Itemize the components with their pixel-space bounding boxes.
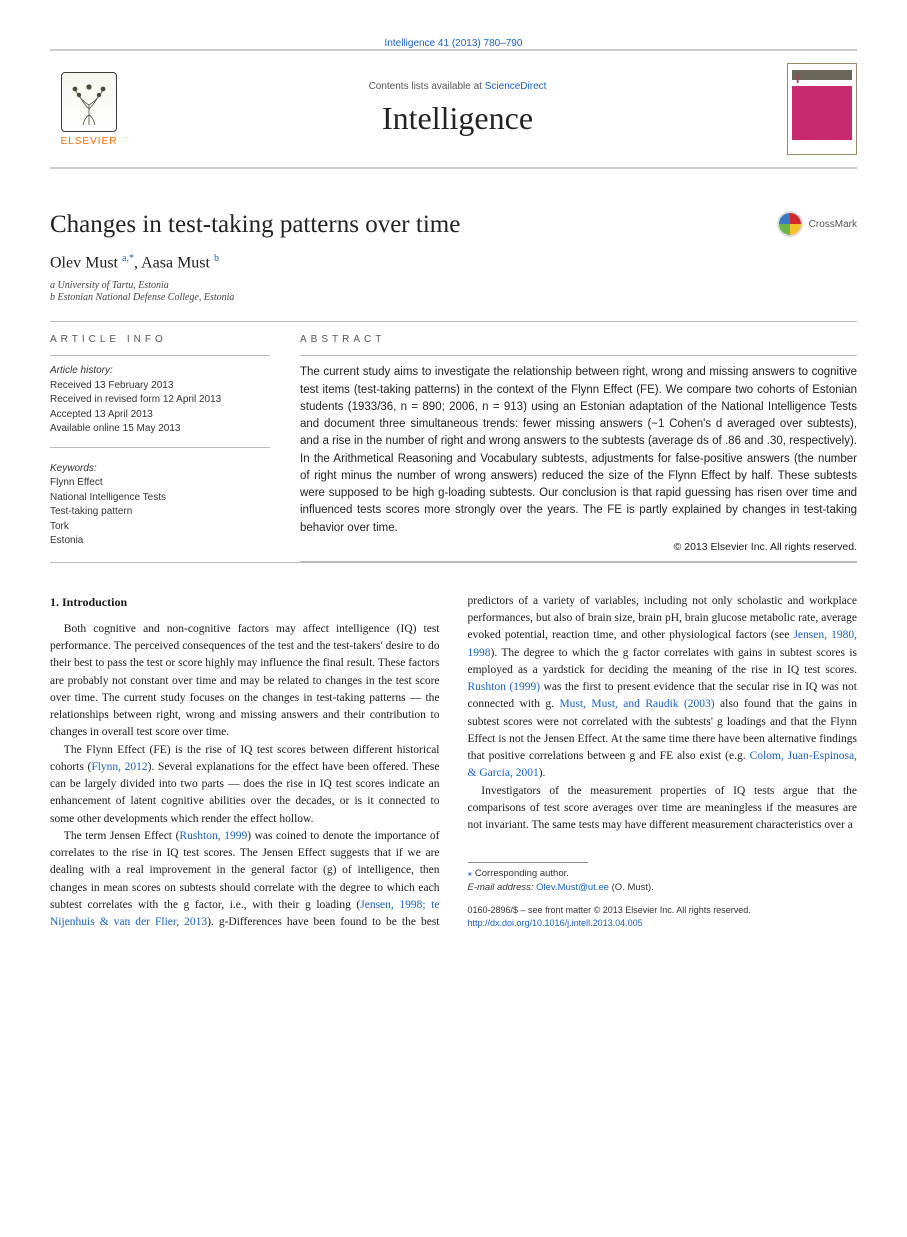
email-label: E-mail address: — [468, 882, 537, 893]
paragraph-5: Investigators of the measurement propert… — [468, 783, 858, 835]
journal-header: ELSEVIER Contents lists available at Sci… — [50, 49, 857, 169]
bottom-meta: 0160-2896/$ – see front matter © 2013 El… — [468, 904, 858, 931]
keywords-rule — [50, 447, 270, 448]
history-revised: Received in revised form 12 April 2013 — [50, 394, 221, 405]
section-1-heading: 1. Introduction — [50, 593, 440, 611]
journal-citation: Intelligence 41 (2013) 780–790 — [50, 38, 857, 49]
doi-link[interactable]: http://dx.doi.org/10.1016/j.intell.2013.… — [468, 918, 643, 928]
keywords-label: Keywords: — [50, 462, 270, 477]
p3-text-a: The term Jensen Effect ( — [64, 830, 180, 842]
p4-text-c: ). The degree to which the g factor corr… — [468, 647, 858, 676]
affiliations: a University of Tartu, Estonia b Estonia… — [50, 280, 857, 303]
footnote-rule — [468, 862, 588, 863]
crossmark-badge[interactable]: CrossMark — [777, 211, 857, 237]
abstract-bottom-rule — [300, 561, 857, 562]
keyword-1: Flynn Effect — [50, 476, 270, 491]
crossmark-label: CrossMark — [809, 219, 857, 230]
history-label: Article history: — [50, 365, 113, 376]
email-who: (O. Must). — [609, 882, 654, 893]
abstract-heading: abstract — [300, 334, 857, 345]
footnotes: ⁎ Corresponding author. E-mail address: … — [468, 867, 858, 894]
history-received: Received 13 February 2013 — [50, 380, 173, 391]
elsevier-tree-icon — [61, 72, 117, 132]
authors-line: Olev Must a,*, Aasa Must b — [50, 253, 857, 272]
keyword-2: National Intelligence Tests — [50, 491, 270, 506]
contents-prefix: Contents lists available at — [369, 81, 485, 92]
corr-email-link[interactable]: Olev.Must@ut.ee — [536, 882, 609, 893]
keyword-3: Test-taking pattern — [50, 505, 270, 520]
ref-flynn-2012[interactable]: Flynn, 2012 — [91, 761, 147, 773]
info-rule — [50, 355, 270, 356]
ref-rushton-1999-b[interactable]: Rushton (1999) — [468, 681, 541, 693]
article-title: Changes in test-taking patterns over tim… — [50, 211, 460, 239]
publisher-label: ELSEVIER — [61, 136, 118, 147]
abstract-copyright: © 2013 Elsevier Inc. All rights reserved… — [300, 541, 857, 553]
author-2-name: Aasa Must — [141, 254, 214, 271]
journal-name: Intelligence — [142, 100, 773, 137]
article-info-heading: article info — [50, 334, 270, 345]
ref-must-2003[interactable]: Must, Must, and Raudik (2003) — [559, 698, 714, 710]
paragraph-2: The Flynn Effect (FE) is the rise of IQ … — [50, 742, 440, 828]
history-online: Available online 15 May 2013 — [50, 423, 180, 434]
author-sep: , — [134, 254, 141, 271]
abstract-rule — [300, 355, 857, 356]
body-rule — [50, 562, 857, 563]
paragraph-1: Both cognitive and non-cognitive factors… — [50, 621, 440, 742]
affiliation-a: a University of Tartu, Estonia — [50, 280, 857, 291]
article-body: 1. Introduction Both cognitive and non-c… — [50, 593, 857, 932]
issn-line: 0160-2896/$ – see front matter © 2013 El… — [468, 904, 858, 918]
contents-line: Contents lists available at ScienceDirec… — [142, 81, 773, 92]
sciencedirect-link[interactable]: ScienceDirect — [485, 81, 547, 92]
keyword-4: Tork — [50, 520, 270, 535]
corr-star-icon: ⁎ — [468, 868, 473, 879]
abstract-text: The current study aims to investigate th… — [300, 364, 857, 537]
history-accepted: Accepted 13 April 2013 — [50, 409, 153, 420]
keyword-5: Estonia — [50, 534, 270, 549]
section-rule — [50, 321, 857, 322]
crossmark-icon — [777, 211, 803, 237]
article-history: Article history: Received 13 February 20… — [50, 364, 270, 549]
author-2-affil-sup: b — [214, 253, 219, 264]
author-1-name: Olev Must — [50, 254, 122, 271]
ref-rushton-1999[interactable]: Rushton, 1999 — [179, 830, 247, 842]
corr-author-note: Corresponding author. — [475, 868, 569, 879]
affiliation-b: b Estonian National Defense College, Est… — [50, 292, 857, 303]
author-1-affil-sup: a, — [122, 253, 129, 264]
journal-cover-thumb: I — [787, 63, 857, 155]
publisher-logo: ELSEVIER — [50, 64, 128, 154]
p4-text-f: ). — [539, 767, 546, 779]
